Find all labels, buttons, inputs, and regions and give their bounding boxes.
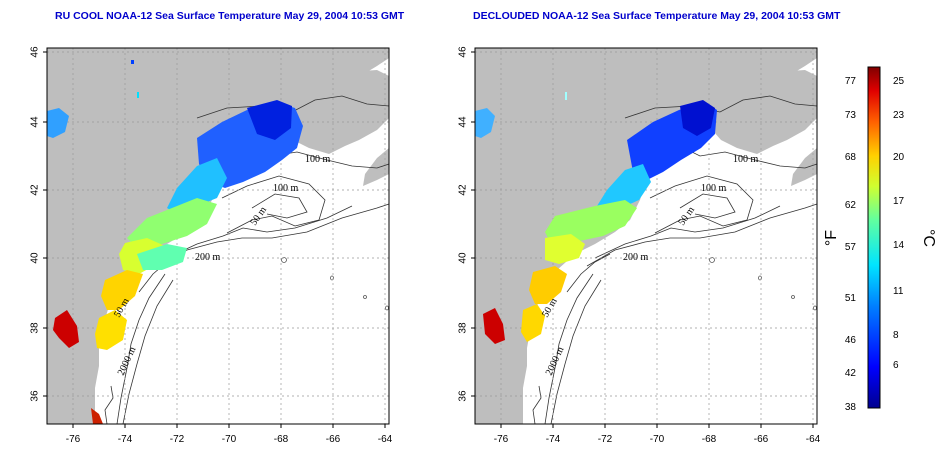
y-tick-label: 46 <box>458 46 469 58</box>
celsius-label: °C <box>920 229 937 247</box>
x-tick-label: -64 <box>378 434 393 445</box>
x-tick-label: -76 <box>66 434 81 445</box>
celsius-tick: 14 <box>893 240 905 251</box>
right-sst-field <box>475 92 717 344</box>
fahrenheit-tick: 62 <box>845 200 857 211</box>
y-tick-label: 38 <box>458 322 469 334</box>
celsius-tick: 25 <box>893 76 905 87</box>
left-map: 100 m 100 m 50 m 200 m 50 m 2000 m <box>46 47 390 425</box>
right-x-axis: -76 -74 -72 -70 -68 -66 -64 <box>494 424 821 445</box>
x-tick-label: -76 <box>494 434 509 445</box>
contour-label: 100 m <box>701 183 727 194</box>
celsius-tick: 6 <box>893 360 899 371</box>
contour-label: 200 m <box>195 252 221 263</box>
celsius-tick: 11 <box>893 286 904 297</box>
x-tick-label: -66 <box>326 434 341 445</box>
fahrenheit-tick: 57 <box>845 242 857 253</box>
celsius-tick: 8 <box>893 330 899 341</box>
fahrenheit-tick: 73 <box>845 110 857 121</box>
contour-label: 100 m <box>733 154 759 165</box>
fahrenheit-tick: 42 <box>845 368 857 379</box>
colorbar-gradient <box>867 66 881 409</box>
colorbar: °F °C 77 73 68 62 57 51 46 42 38 25 23 2… <box>823 66 937 413</box>
y-tick-label: 40 <box>458 252 469 264</box>
y-tick-label: 36 <box>458 390 469 402</box>
right-panel-title: DECLOUDED NOAA-12 Sea Surface Temperatur… <box>473 10 841 22</box>
y-tick-label: 46 <box>30 46 41 58</box>
left-sst-field <box>47 60 303 424</box>
celsius-tick: 23 <box>893 110 905 121</box>
fahrenheit-tick: 51 <box>845 293 857 304</box>
celsius-tick: 17 <box>893 196 905 207</box>
y-tick-label: 38 <box>30 322 41 334</box>
fahrenheit-tick: 46 <box>845 335 857 346</box>
contour-label: 100 m <box>305 154 331 165</box>
left-y-axis: 46 44 42 40 38 36 <box>30 46 47 402</box>
x-tick-label: -70 <box>222 434 237 445</box>
x-tick-label: -70 <box>650 434 665 445</box>
left-panel-title: RU COOL NOAA-12 Sea Surface Temperature … <box>55 10 405 22</box>
x-tick-label: -74 <box>118 434 133 445</box>
y-tick-label: 42 <box>30 184 41 196</box>
y-tick-label: 42 <box>458 184 469 196</box>
right-y-axis: 46 44 42 40 38 36 <box>458 46 475 402</box>
x-tick-label: -64 <box>806 434 821 445</box>
fahrenheit-tick: 77 <box>845 76 857 87</box>
contour-label: 200 m <box>623 252 649 263</box>
x-tick-label: -68 <box>702 434 717 445</box>
x-tick-label: -72 <box>170 434 185 445</box>
fahrenheit-tick: 68 <box>845 152 857 163</box>
left-x-axis: -76 -74 -72 -70 -68 -66 -64 <box>66 424 393 445</box>
contour-label: 100 m <box>273 183 299 194</box>
y-tick-label: 44 <box>458 116 469 128</box>
y-tick-label: 36 <box>30 390 41 402</box>
fahrenheit-label: °F <box>823 230 840 246</box>
x-tick-label: -66 <box>754 434 769 445</box>
y-tick-label: 40 <box>30 252 41 264</box>
x-tick-label: -68 <box>274 434 289 445</box>
right-map: 100 m 100 m 50 m 200 m 50 m 2000 m <box>474 47 818 425</box>
x-tick-label: -72 <box>598 434 613 445</box>
x-tick-label: -74 <box>546 434 561 445</box>
celsius-tick: 20 <box>893 152 905 163</box>
fahrenheit-tick: 38 <box>845 402 857 413</box>
y-tick-label: 44 <box>30 116 41 128</box>
